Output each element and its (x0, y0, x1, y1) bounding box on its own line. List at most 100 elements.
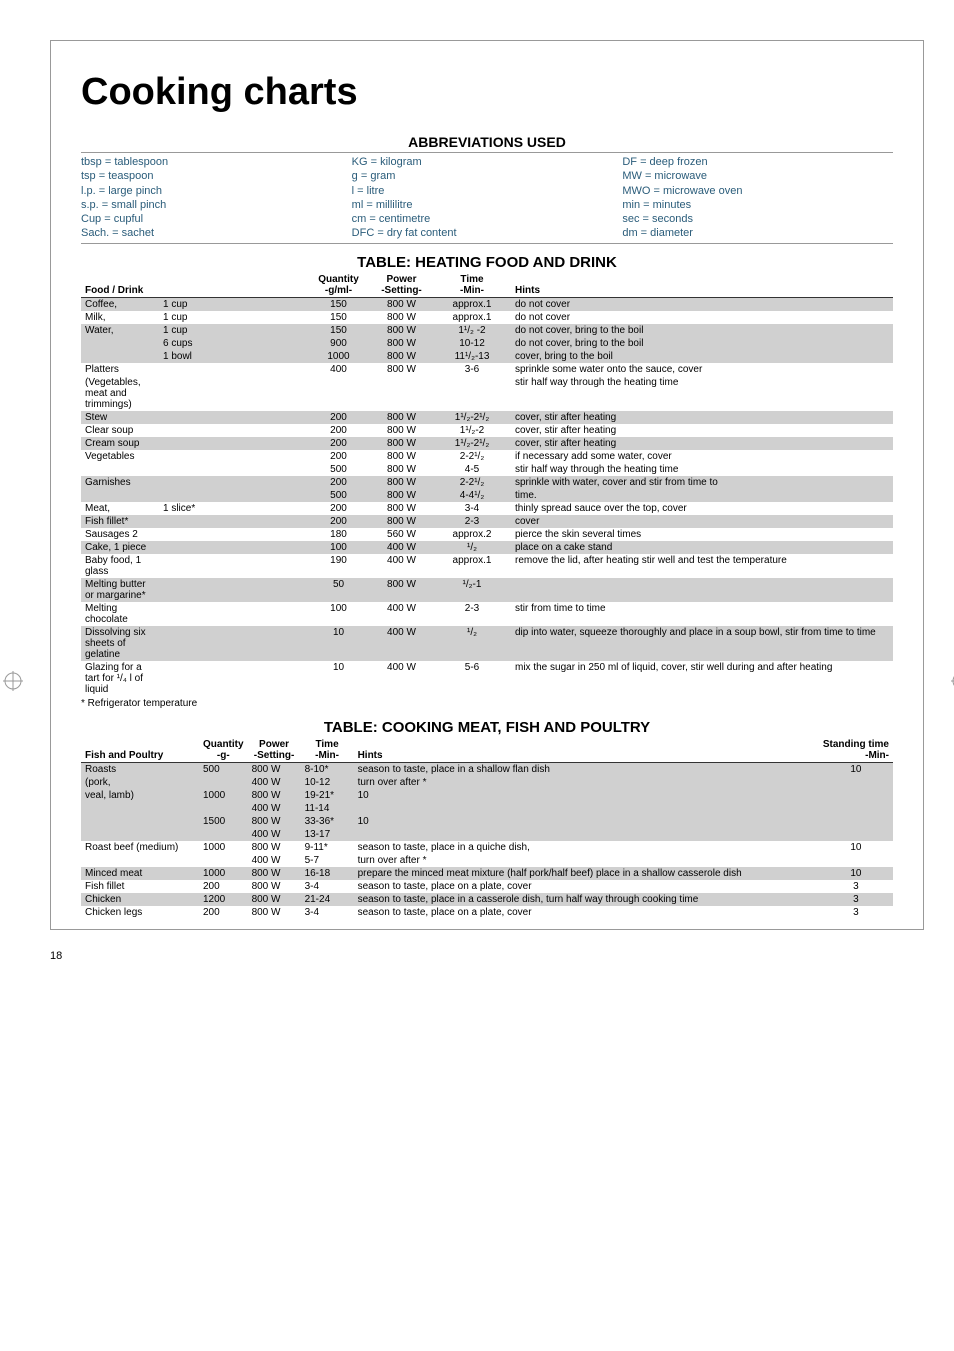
cell-qty: 500 (307, 489, 370, 502)
cell-food: Melting butter or margarine* (81, 578, 159, 602)
cell-power: 560 W (370, 528, 433, 541)
cell-power: 800 W (248, 762, 301, 776)
abbrev-entry: s.p. = small pinch (81, 198, 352, 212)
heading-text: Quantity (203, 739, 244, 750)
abbrev-entry: MW = microwave (622, 169, 893, 183)
cell-qty: 180 (307, 528, 370, 541)
cell-hint: sprinkle some water onto the sauce, cove… (511, 363, 893, 376)
cell-hint: cover (511, 515, 893, 528)
cell-stand: 3 (819, 893, 893, 906)
cell-food (81, 802, 199, 815)
cell-time: 10-12 (301, 776, 354, 789)
cell-hint: prepare the minced meat mixture (half po… (354, 867, 819, 880)
table-row: Cake, 1 piece100400 W¹/₂place on a cake … (81, 541, 893, 554)
cell-qty: 1000 (199, 867, 248, 880)
table-row: Roast beef (medium)1000800 W9-11*season … (81, 841, 893, 854)
cell-qty: 1200 (199, 893, 248, 906)
cell-qty: 190 (307, 554, 370, 578)
cell-time: 11¹/₂-13 (433, 350, 511, 363)
cell-stand (819, 789, 893, 802)
cell-power: 800 W (248, 880, 301, 893)
cell-stand: 10 (819, 841, 893, 854)
cell-qty: 200 (307, 424, 370, 437)
heading-sub: -g/ml- (325, 285, 352, 296)
cell-time: 1¹/₂-2¹/₂ (433, 411, 511, 424)
cell-food (81, 463, 159, 476)
cell-hint: if necessary add some water, cover (511, 450, 893, 463)
cell-food: Minced meat (81, 867, 199, 880)
page-number: 18 (50, 950, 954, 962)
cell-time: ¹/₂ (433, 541, 511, 554)
cell-stand (819, 854, 893, 867)
cell-qty: 200 (307, 502, 370, 515)
cell-time: 3-4 (433, 502, 511, 515)
page-title: Cooking charts (81, 71, 893, 114)
table-row: Chicken legs200800 W3-4season to taste, … (81, 906, 893, 919)
cell-food: Platters (81, 363, 159, 376)
cell-hint: cover, stir after heating (511, 437, 893, 450)
cell-hint: stir from time to time (511, 602, 893, 626)
cell-time: 2-2¹/₂ (433, 476, 511, 489)
table-row: Clear soup200800 W1¹/₂-2cover, stir afte… (81, 424, 893, 437)
cell-time: 4-4¹/₂ (433, 489, 511, 502)
cell-time: 3-6 (433, 363, 511, 376)
table-row: 500800 W4-5stir half way through the hea… (81, 463, 893, 476)
cell-portion: 1 cup (159, 324, 307, 337)
cooking-col-time: Time -Min- (301, 738, 354, 763)
heading-text: Standing time (823, 739, 889, 750)
cell-qty: 200 (307, 437, 370, 450)
cell-hint: thinly spread sauce over the top, cover (511, 502, 893, 515)
cell-food: Baby food, 1 glass (81, 554, 159, 578)
cell-hint: place on a cake stand (511, 541, 893, 554)
abbrev-col-3: DF = deep frozenMW = microwaveMWO = micr… (622, 155, 893, 241)
cell-power: 800 W (370, 411, 433, 424)
cell-qty (199, 802, 248, 815)
cell-food: Cake, 1 piece (81, 541, 159, 554)
heating-col-hints: Hints (511, 273, 893, 298)
table-row: Water,1 cup150800 W1¹/₂ -2do not cover, … (81, 324, 893, 337)
table-row: 6 cups900800 W10-12do not cover, bring t… (81, 337, 893, 350)
heating-col-time: Time -Min- (433, 273, 511, 298)
cell-power: 400 W (370, 602, 433, 626)
heading-sub: -Min- (865, 750, 889, 761)
cell-hint: season to taste, place in a quiche dish, (354, 841, 819, 854)
cell-time: approx.1 (433, 554, 511, 578)
cell-portion (159, 661, 307, 696)
cell-hint: 10 (354, 789, 819, 802)
heading-text: Power (386, 274, 416, 285)
abbrev-entry: l.p. = large pinch (81, 184, 352, 198)
cell-power: 400 W (248, 802, 301, 815)
abbrev-entry: min = minutes (622, 198, 893, 212)
cell-power (370, 376, 433, 411)
abbrev-entry: tbsp = tablespoon (81, 155, 352, 169)
cell-power: 800 W (248, 789, 301, 802)
cell-food: Chicken legs (81, 906, 199, 919)
cell-time: 2-3 (433, 515, 511, 528)
heading-text: Power (259, 739, 289, 750)
cell-qty: 200 (307, 476, 370, 489)
table-row: Glazing for a tart for ¹/₄ l of liquid10… (81, 661, 893, 696)
cell-hint: turn over after * (354, 854, 819, 867)
cell-power: 800 W (370, 515, 433, 528)
cell-qty: 50 (307, 578, 370, 602)
table-row: Minced meat1000800 W16-18prepare the min… (81, 867, 893, 880)
abbreviations-heading: ABBREVIATIONS USED (81, 134, 893, 150)
abbrev-entry: tsp = teaspoon (81, 169, 352, 183)
abbrev-entry: g = gram (352, 169, 623, 183)
cell-qty: 150 (307, 311, 370, 324)
cell-portion (159, 626, 307, 661)
cell-power: 400 W (370, 661, 433, 696)
table-row: Garnishes200800 W2-2¹/₂sprinkle with wat… (81, 476, 893, 489)
abbrev-entry: Sach. = sachet (81, 226, 352, 240)
cell-qty: 200 (307, 515, 370, 528)
cell-power: 800 W (370, 489, 433, 502)
abbrev-entry: sec = seconds (622, 212, 893, 226)
table-row: Baby food, 1 glass190400 Wapprox.1remove… (81, 554, 893, 578)
cell-food: Garnishes (81, 476, 159, 489)
cell-portion (159, 476, 307, 489)
cell-hint: stir half way through the heating time (511, 376, 893, 411)
cell-portion (159, 602, 307, 626)
table-row: Platters400800 W3-6sprinkle some water o… (81, 363, 893, 376)
cell-time: 1¹/₂ -2 (433, 324, 511, 337)
heading-text: Hints (515, 285, 540, 296)
